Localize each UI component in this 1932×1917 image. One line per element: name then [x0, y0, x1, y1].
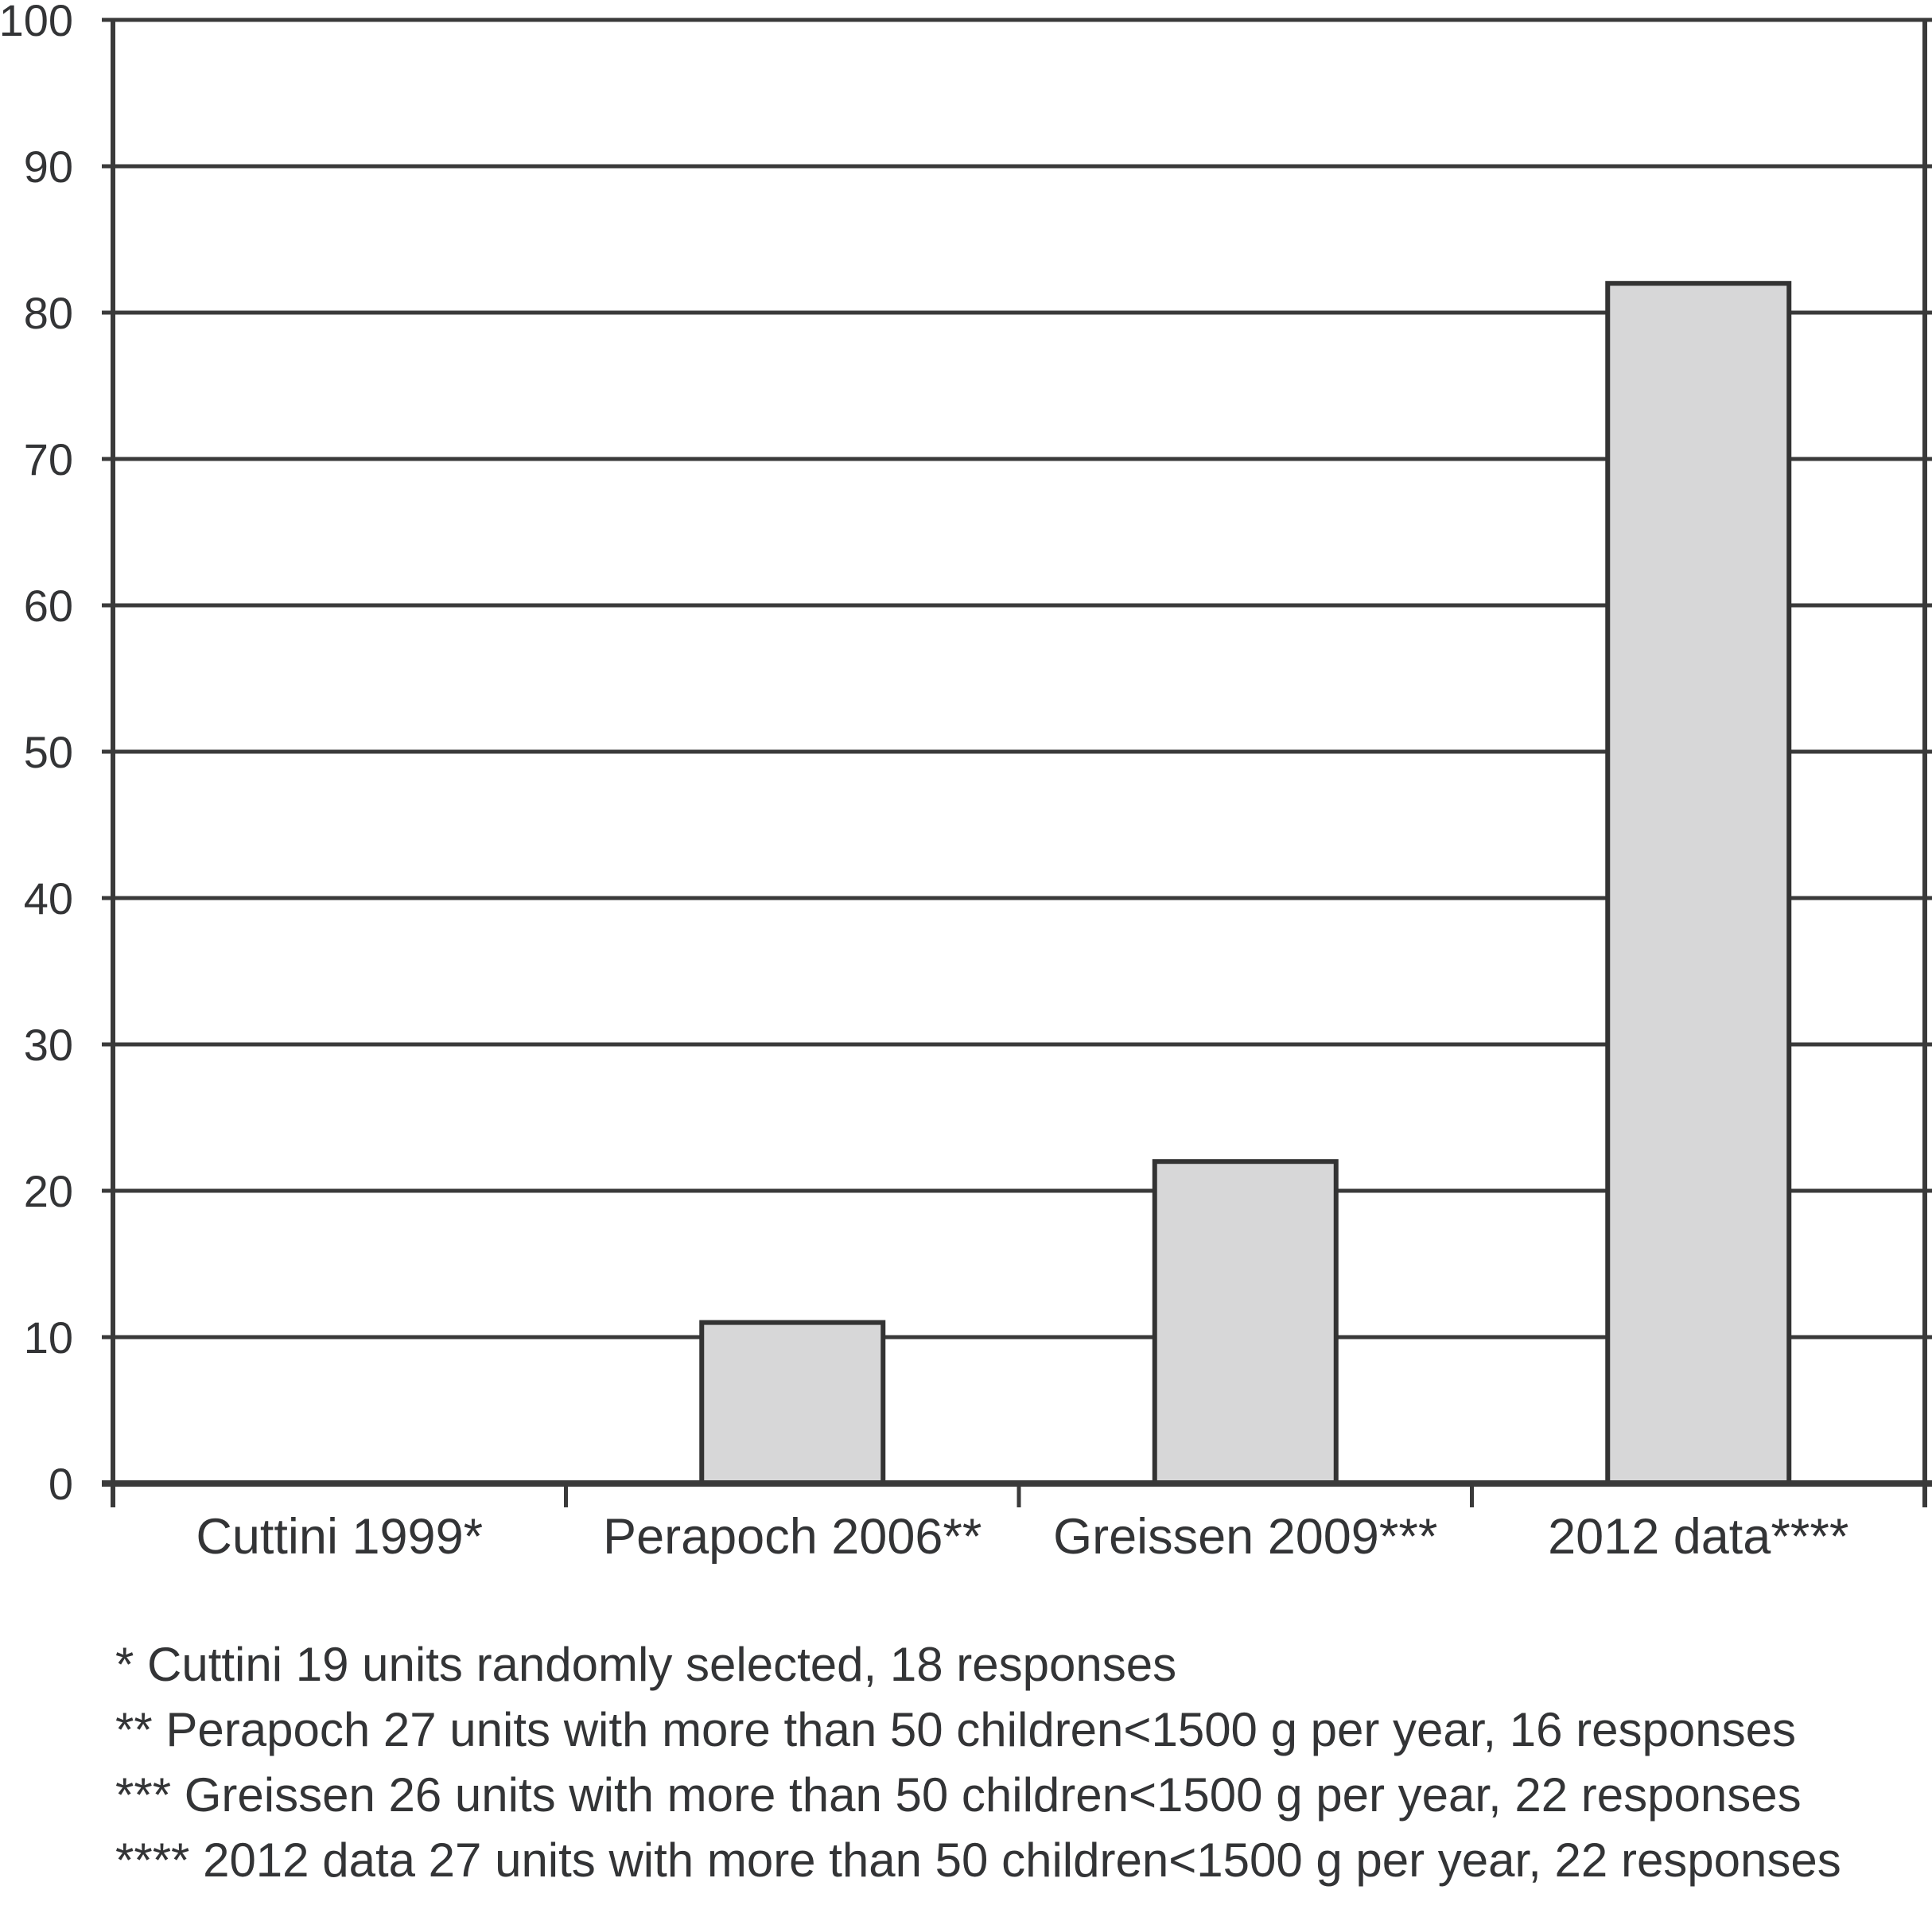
- bar: [1605, 281, 1792, 1487]
- footnotes-block: * Cuttini 19 units randomly selected, 18…: [115, 1632, 1865, 1893]
- x-axis-category-label: Perapoch 2006**: [603, 1509, 982, 1565]
- footnote-line: **** 2012 data 27 units with more than 5…: [115, 1833, 1841, 1887]
- x-axis-category-label: Greissen 2009***: [1053, 1509, 1437, 1565]
- x-axis-category-label: 2012 data****: [1548, 1509, 1848, 1565]
- y-axis-tick-label: 40: [24, 873, 73, 924]
- y-axis-tick-label: 90: [24, 142, 73, 192]
- x-axis-category-label: Cuttini 1999*: [196, 1509, 483, 1565]
- labels-layer: 0 10 20 30 40 50 60 70 80 90 100 Cuttini 1999* Perap…: [0, 0, 1848, 1565]
- y-axis-tick-label: 80: [24, 288, 73, 338]
- y-axis-tick-label: 10: [24, 1312, 73, 1363]
- bar: [699, 1320, 886, 1486]
- y-axis-tick-label: 60: [24, 581, 73, 631]
- y-axis-tick-label: 20: [24, 1166, 73, 1216]
- bars-layer: [699, 281, 1792, 1487]
- y-axis-tick-label: 50: [24, 727, 73, 777]
- y-axis-tick-label: 70: [24, 434, 73, 484]
- footnote-line: * Cuttini 19 units randomly selected, 18…: [115, 1638, 1177, 1691]
- bar: [1152, 1159, 1339, 1486]
- footnote-line: *** Greissen 26 units with more than 50 …: [115, 1768, 1802, 1822]
- footnote-line: ** Perapoch 27 units with more than 50 c…: [115, 1703, 1797, 1756]
- y-axis-tick-label: 100: [0, 0, 73, 45]
- y-axis-tick-label: 0: [49, 1459, 73, 1509]
- y-axis-tick-label: 30: [24, 1020, 73, 1070]
- axes-layer: [102, 20, 1932, 1507]
- gridlines-layer: [102, 17, 1932, 1340]
